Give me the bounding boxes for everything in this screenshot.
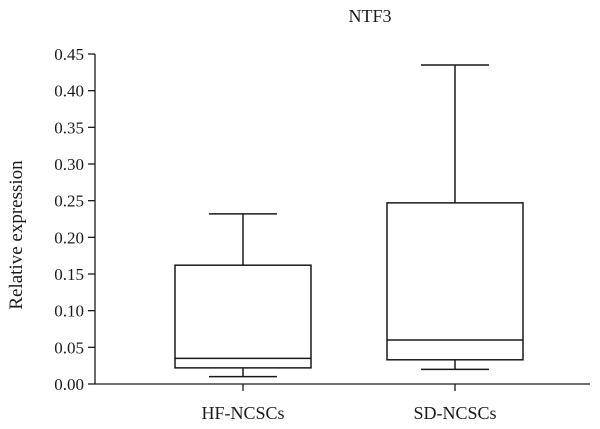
y-tick-label: 0.00 [54, 375, 84, 394]
x-axis: HF-NCSCs SD-NCSCs [95, 383, 590, 423]
box-series [174, 64, 524, 378]
box-sd-ncscs [386, 64, 524, 371]
y-tick-label: 0.45 [54, 45, 84, 64]
chart-title: NTF3 [348, 6, 391, 26]
y-tick-label: 0.05 [54, 338, 84, 357]
y-tick-label: 0.20 [54, 228, 84, 247]
y-tick-label: 0.10 [54, 302, 84, 321]
box-hf-ncscs [174, 213, 312, 378]
y-tick-label: 0.30 [54, 155, 84, 174]
iqr-box [386, 202, 524, 361]
y-tick-label: 0.35 [54, 118, 84, 137]
x-tick-label: HF-NCSCs [201, 403, 284, 423]
iqr-box [174, 264, 312, 369]
x-tick-label: SD-NCSCs [413, 403, 496, 423]
y-tick-label: 0.25 [54, 192, 84, 211]
y-axis: 0.00 0.05 0.10 0.15 0.20 0.25 0.30 0.35 0.40 0.45 [54, 45, 96, 394]
y-tick-label: 0.15 [54, 265, 84, 284]
y-axis-label: Relative expression [6, 160, 27, 310]
y-tick-label: 0.40 [54, 82, 84, 101]
